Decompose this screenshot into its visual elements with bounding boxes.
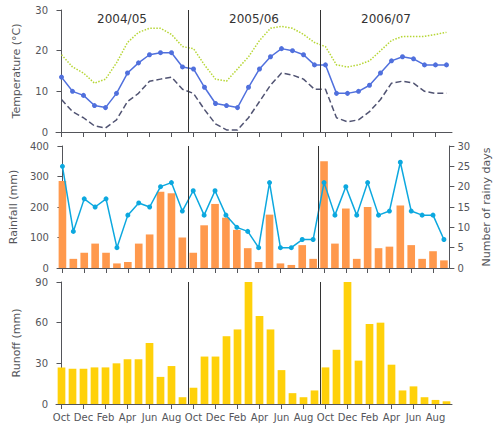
svg-text:2006/07: 2006/07 <box>361 12 411 26</box>
svg-text:Dec: Dec <box>338 412 357 423</box>
svg-text:Oct: Oct <box>53 412 70 423</box>
svg-text:Jun: Jun <box>273 412 290 423</box>
svg-text:Apr: Apr <box>251 412 269 423</box>
svg-text:Dec: Dec <box>206 412 225 423</box>
svg-text:0: 0 <box>457 263 463 274</box>
svg-text:0: 0 <box>43 263 49 274</box>
svg-text:Apr: Apr <box>119 412 137 423</box>
svg-text:20: 20 <box>35 45 48 56</box>
svg-text:Jun: Jun <box>405 412 422 423</box>
svg-text:10: 10 <box>35 86 48 97</box>
svg-text:Feb: Feb <box>229 412 247 423</box>
svg-text:Oct: Oct <box>317 412 334 423</box>
svg-text:Temperature (°C): Temperature (°C) <box>10 24 23 120</box>
svg-text:200: 200 <box>30 202 49 213</box>
svg-text:30: 30 <box>35 5 48 16</box>
svg-text:30: 30 <box>35 358 48 369</box>
svg-text:60: 60 <box>35 317 48 328</box>
svg-text:20: 20 <box>457 181 470 192</box>
svg-text:Dec: Dec <box>74 412 93 423</box>
svg-text:2005/06: 2005/06 <box>229 12 279 26</box>
svg-text:25: 25 <box>457 161 470 172</box>
svg-text:Runoff (mm): Runoff (mm) <box>10 309 23 378</box>
svg-text:Rainfall (mm): Rainfall (mm) <box>7 170 20 244</box>
svg-text:30: 30 <box>457 141 470 152</box>
svg-text:Aug: Aug <box>294 412 314 423</box>
svg-text:Jun: Jun <box>141 412 158 423</box>
svg-text:15: 15 <box>457 202 470 213</box>
svg-text:Feb: Feb <box>361 412 379 423</box>
svg-text:Number of rainy days: Number of rainy days <box>480 147 493 266</box>
svg-text:10: 10 <box>457 222 470 233</box>
svg-text:400: 400 <box>30 141 49 152</box>
svg-text:0: 0 <box>42 399 48 410</box>
svg-text:Feb: Feb <box>97 412 115 423</box>
svg-text:0: 0 <box>42 127 48 138</box>
svg-text:Oct: Oct <box>185 412 202 423</box>
svg-text:Aug: Aug <box>162 412 182 423</box>
svg-text:2004/05: 2004/05 <box>97 12 147 26</box>
svg-text:5: 5 <box>457 242 463 253</box>
svg-text:Apr: Apr <box>383 412 401 423</box>
svg-text:300: 300 <box>30 171 49 182</box>
svg-text:Aug: Aug <box>426 412 446 423</box>
svg-text:90: 90 <box>35 277 48 288</box>
svg-text:100: 100 <box>30 232 49 243</box>
